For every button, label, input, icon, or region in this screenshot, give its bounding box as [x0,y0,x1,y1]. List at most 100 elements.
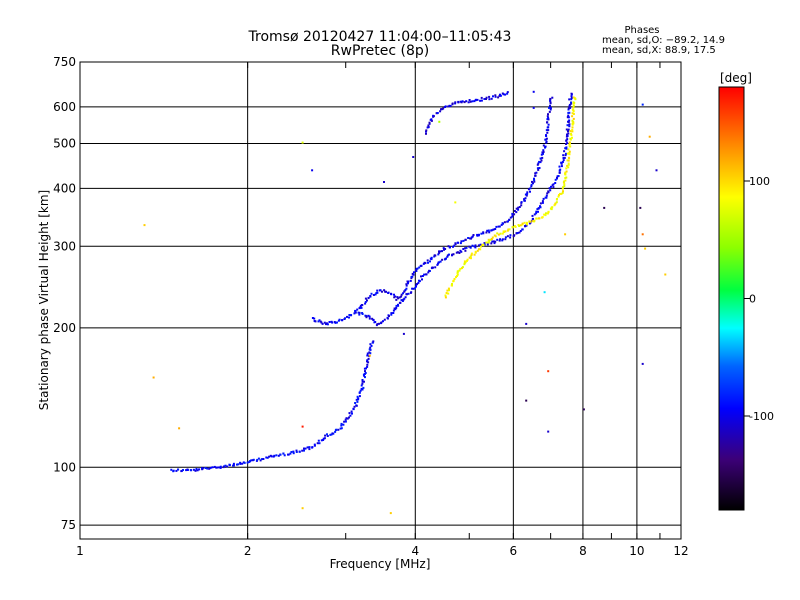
echo-point [326,323,329,326]
echo-point [549,108,552,111]
echo-point [442,247,445,250]
echo-point [331,432,334,435]
echo-point [464,249,467,252]
echo-point [451,254,453,257]
echo-point [448,246,451,249]
echo-point [533,180,536,183]
y-tick-label: 400 [53,181,76,195]
echo-point [329,433,332,436]
echo-point [340,424,343,427]
echo-point [568,141,571,144]
echo-point [359,306,362,309]
echo-point [447,292,450,295]
echo-point [457,101,460,104]
echo-point [463,101,466,104]
echo-point [400,299,403,302]
echo-point [412,287,415,290]
echo-point [492,228,495,231]
echo-point [490,238,493,240]
echo-point [224,464,227,467]
echo-point [482,243,485,246]
echo-point [525,322,528,325]
echo-point [519,230,522,232]
echo-point [547,370,550,373]
echo-point [534,172,537,175]
echo-point [539,157,542,160]
echo-point [568,105,571,108]
echo-point [357,397,360,400]
echo-point [513,213,516,216]
echo-point [430,119,433,122]
echo-point [389,512,392,515]
echo-point [356,400,359,403]
echo-point [360,387,363,390]
echo-point [482,231,485,234]
echo-point [547,210,550,213]
echo-point [537,162,540,165]
echo-point [392,312,395,314]
echo-point [350,314,353,317]
echo-point [549,99,552,102]
echo-point [542,152,544,155]
echo-point [532,217,534,220]
echo-point [568,153,571,156]
echo-point [434,254,437,257]
echo-point [441,250,443,253]
echo-point [356,308,359,311]
echo-point [552,186,555,189]
echo-point [249,460,252,462]
echo-point [454,201,457,204]
echo-point [239,461,242,464]
echo-point [412,156,415,158]
x-tick-label: 2 [244,544,252,558]
echo-point [206,467,209,470]
echo-point [444,106,446,108]
echo-point [567,163,570,166]
echo-point [520,201,523,204]
echo-point [562,190,564,193]
echo-point [570,96,573,99]
echo-point [548,187,551,190]
echo-point [425,273,428,276]
echo-point [348,316,350,319]
echo-point [499,238,502,241]
echo-point [499,232,502,235]
y-tick-label: 300 [53,239,76,253]
echo-point [533,220,536,223]
echo-point [308,448,311,451]
echo-point [298,450,301,453]
echo-point [470,253,473,256]
echo-point [547,123,550,126]
echo-point [363,374,365,377]
echo-point [549,104,551,107]
echo-point [465,246,468,249]
echo-point [499,94,502,97]
echo-point [395,298,398,301]
echo-point [423,261,426,264]
echo-point [266,456,269,459]
echo-point [544,145,547,148]
echo-point [414,287,416,290]
echo-point [561,187,564,190]
echo-point [393,293,395,296]
echo-point [557,175,560,177]
echo-point [392,309,395,312]
echo-point [462,239,465,242]
echo-point [515,211,518,214]
echo-point [459,242,462,245]
echo-point [569,130,572,133]
echo-point [535,212,538,215]
echo-point [326,433,328,436]
echo-point [358,395,361,398]
echo-point [539,202,542,205]
echo-point [485,96,488,99]
echo-point [497,233,500,236]
echo-point [387,291,390,294]
echo-point [428,122,431,125]
echo-point [318,442,321,445]
echo-point [566,133,568,136]
echo-point [467,101,470,104]
echo-point [564,171,567,174]
echo-point [456,275,458,277]
echo-point [488,98,491,101]
